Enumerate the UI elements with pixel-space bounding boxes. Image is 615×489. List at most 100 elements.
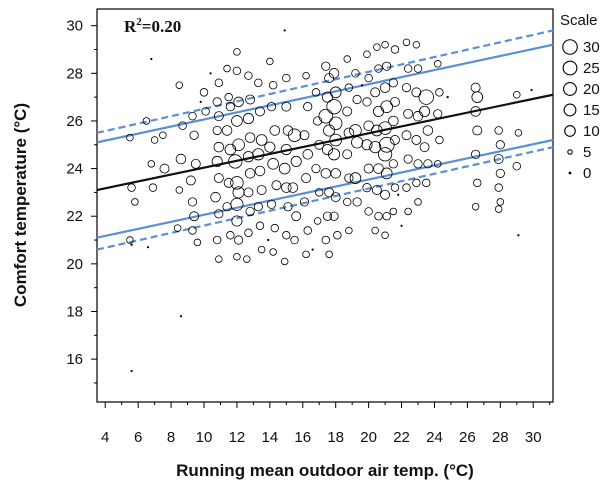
data-point xyxy=(363,163,374,174)
data-point xyxy=(388,78,398,88)
data-point xyxy=(404,207,412,216)
data-point xyxy=(212,235,222,245)
legend-marker xyxy=(562,39,578,55)
y-tick-label: 22 xyxy=(66,208,83,225)
data-point xyxy=(352,94,362,105)
data-point xyxy=(299,130,310,141)
data-point xyxy=(323,124,336,137)
data-point xyxy=(434,60,442,68)
data-point xyxy=(380,189,391,200)
data-point xyxy=(352,197,362,207)
data-point xyxy=(189,211,200,222)
data-point xyxy=(130,369,133,373)
data-point xyxy=(360,84,364,87)
line-upper-band xyxy=(96,43,554,144)
data-point xyxy=(371,185,382,195)
data-point xyxy=(349,124,362,137)
data-point xyxy=(412,178,421,188)
data-point xyxy=(189,130,199,140)
data-point xyxy=(190,158,201,169)
data-point xyxy=(299,197,310,207)
data-point xyxy=(193,238,202,247)
x-axis-ticks: 4 6 8 10 12 14 16 18 20 22 24 26 28 30 xyxy=(101,402,551,446)
data-point xyxy=(199,100,202,103)
data-point xyxy=(282,125,294,136)
data-point xyxy=(175,186,184,194)
data-point xyxy=(270,223,280,233)
data-point xyxy=(343,197,352,207)
data-point xyxy=(382,212,391,221)
data-point xyxy=(231,215,243,227)
legend-marker xyxy=(563,103,577,117)
data-point xyxy=(281,182,292,193)
data-point xyxy=(321,235,331,245)
data-point xyxy=(228,154,243,169)
data-point xyxy=(282,73,291,83)
data-point xyxy=(290,155,302,167)
data-point xyxy=(278,162,291,175)
data-point xyxy=(230,176,244,190)
data-point xyxy=(328,148,341,161)
data-point xyxy=(419,105,431,117)
data-point xyxy=(232,138,245,152)
data-point xyxy=(255,106,265,117)
data-point xyxy=(363,120,374,131)
data-point xyxy=(213,111,224,122)
data-point xyxy=(311,248,314,251)
data-point xyxy=(330,192,341,203)
data-point xyxy=(378,136,395,153)
data-point xyxy=(343,55,351,63)
y-tick-label: 20 xyxy=(66,256,83,273)
data-point xyxy=(303,102,313,112)
data-point xyxy=(254,78,263,88)
data-point xyxy=(324,187,335,198)
y-tick-label: 24 xyxy=(66,161,83,178)
data-point xyxy=(362,97,372,107)
data-point xyxy=(374,64,383,73)
data-point xyxy=(188,226,197,235)
data-point xyxy=(494,183,503,192)
fit-lines xyxy=(96,29,554,251)
data-point xyxy=(244,132,256,143)
data-point xyxy=(243,187,254,198)
data-point xyxy=(267,238,270,242)
data-point xyxy=(245,94,256,105)
data-point xyxy=(390,135,400,145)
data-point xyxy=(302,71,310,80)
data-point xyxy=(413,159,423,169)
data-point xyxy=(223,64,231,73)
x-tick-label: 30 xyxy=(525,429,542,446)
data-point xyxy=(329,211,339,221)
data-point xyxy=(322,211,333,221)
data-point xyxy=(388,115,399,127)
data-point xyxy=(403,108,414,119)
data-point xyxy=(318,108,334,124)
data-point xyxy=(243,255,251,263)
data-point xyxy=(329,133,342,147)
legend-marker xyxy=(567,149,573,155)
legend-marker xyxy=(562,60,578,76)
data-point xyxy=(382,61,392,71)
legend-label: 15 xyxy=(583,102,600,119)
data-point xyxy=(423,159,433,169)
data-point xyxy=(223,177,234,188)
data-point xyxy=(146,246,150,249)
x-tick-label: 26 xyxy=(459,429,476,446)
data-point xyxy=(342,106,353,117)
data-point xyxy=(495,140,505,150)
data-point xyxy=(201,107,210,116)
y-tick-label: 26 xyxy=(66,113,83,130)
data-point xyxy=(255,221,265,230)
data-point xyxy=(233,235,244,245)
data-point xyxy=(245,206,255,217)
data-point xyxy=(282,231,291,240)
data-point xyxy=(377,147,393,162)
data-point xyxy=(226,231,235,240)
data-point xyxy=(402,183,411,192)
data-point xyxy=(315,188,324,197)
data-point xyxy=(142,117,151,125)
data-point xyxy=(233,252,241,261)
data-point xyxy=(127,183,136,192)
data-point xyxy=(326,98,342,115)
